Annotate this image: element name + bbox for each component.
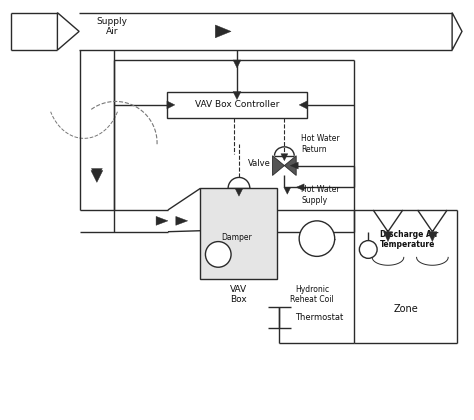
- Polygon shape: [383, 232, 392, 242]
- Polygon shape: [296, 184, 304, 191]
- Polygon shape: [452, 13, 462, 50]
- Text: Hydronic
Reheat Coil: Hydronic Reheat Coil: [290, 285, 334, 304]
- Text: VAV
Box: VAV Box: [230, 285, 247, 304]
- Polygon shape: [91, 171, 103, 182]
- Bar: [201, 188, 277, 279]
- Text: Flow: Flow: [201, 272, 220, 281]
- Text: Zone: Zone: [393, 304, 418, 314]
- Polygon shape: [233, 60, 241, 68]
- Polygon shape: [299, 101, 307, 109]
- Text: Damper: Damper: [222, 233, 252, 242]
- Text: Hot Water
Return: Hot Water Return: [301, 134, 340, 154]
- Bar: [167, 92, 307, 118]
- Polygon shape: [273, 156, 296, 176]
- Polygon shape: [233, 92, 241, 100]
- Text: VAV Box Controller: VAV Box Controller: [195, 100, 279, 109]
- Polygon shape: [156, 216, 168, 225]
- Text: Valve: Valve: [248, 159, 271, 168]
- Circle shape: [359, 241, 377, 258]
- Polygon shape: [167, 101, 175, 109]
- Text: Thermostat: Thermostat: [295, 313, 344, 322]
- Polygon shape: [284, 187, 291, 194]
- Circle shape: [299, 221, 335, 256]
- Polygon shape: [281, 154, 288, 161]
- Polygon shape: [57, 13, 79, 50]
- Text: Discharge Air
Temperature: Discharge Air Temperature: [380, 230, 438, 249]
- Polygon shape: [91, 168, 102, 178]
- Polygon shape: [235, 188, 243, 196]
- Text: F: F: [216, 250, 221, 259]
- Polygon shape: [290, 162, 298, 169]
- Polygon shape: [176, 216, 188, 225]
- Text: Supply
Air: Supply Air: [96, 17, 127, 36]
- Text: Hot Water
Supply: Hot Water Supply: [301, 185, 340, 205]
- Polygon shape: [215, 25, 231, 38]
- Circle shape: [205, 241, 231, 267]
- Polygon shape: [428, 232, 437, 242]
